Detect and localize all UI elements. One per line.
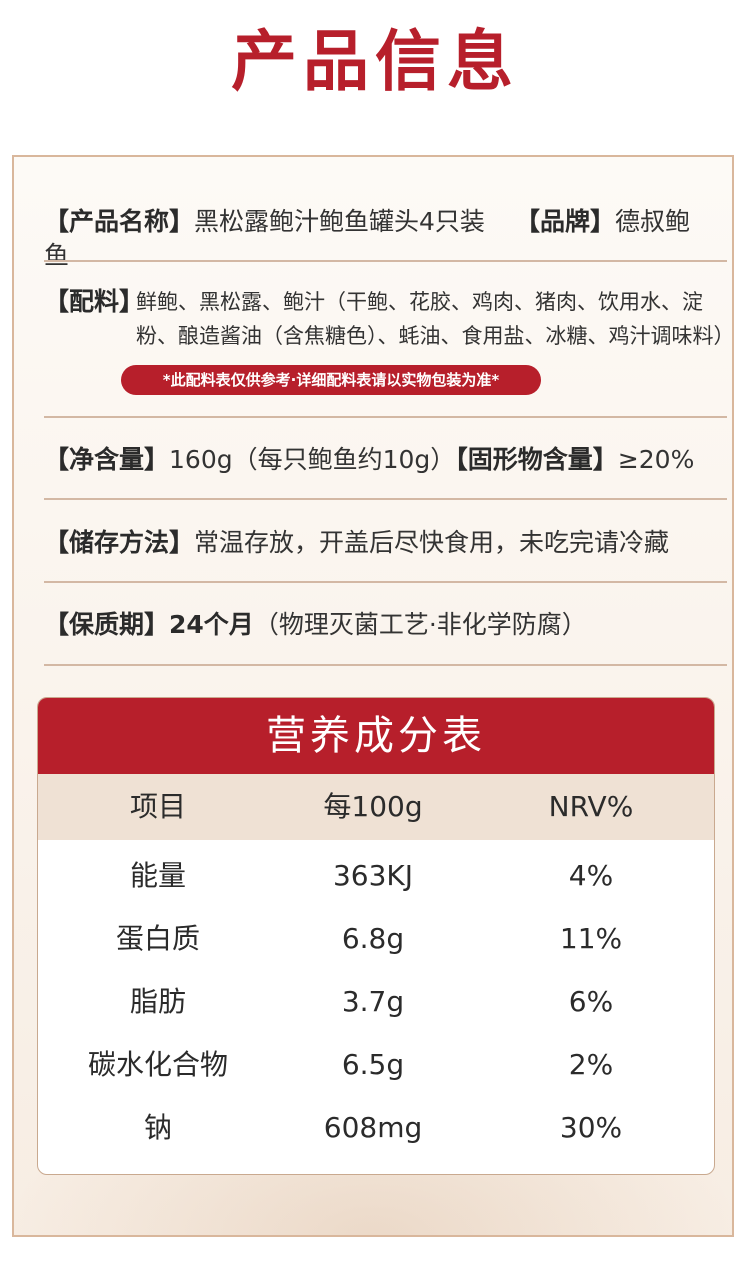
table-row: 钠 608mg 30% (38, 1096, 714, 1159)
solid-content-value: ≥20% (617, 445, 695, 474)
net-content-value: 160g（每只鲍鱼约10g） (169, 445, 456, 474)
page-title: 产品信息 (231, 23, 519, 100)
nutrient-name: 钠 (143, 1111, 172, 1144)
nutrient-name: 能量 (129, 859, 186, 892)
shelf-life-note: （物理灭菌工艺·非化学防腐） (253, 610, 587, 639)
ingredients-value: 鲜鲍、黑松露、鲍汁（干鲍、花胶、鸡肉、猪肉、饮用水、淀粉、酿造酱油（含焦糖色）、… (136, 290, 735, 348)
nutrition-table-header: 项目 每100g NRV% (38, 774, 714, 840)
column-header-nrv: NRV% (548, 790, 634, 823)
nutrient-nrv: 6% (568, 985, 614, 1018)
divider (44, 498, 727, 500)
net-content-label: 【净含量】 (44, 445, 170, 474)
nutrient-amount: 363KJ (332, 859, 414, 892)
shelf-life-duration: 24个月 (169, 610, 254, 639)
nutrient-nrv: 4% (568, 859, 614, 892)
column-header-item: 项目 (129, 790, 186, 823)
ingredients-label: 【配料】 (44, 287, 145, 316)
ingredients-notice-badge: *此配料表仅供参考·详细配料表请以实物包装为准* (121, 365, 541, 395)
storage-label: 【储存方法】 (44, 528, 195, 557)
net-content-row: 【净含量】160g（每只鲍鱼约10g）【固形物含量】≥20% (44, 443, 710, 477)
table-row: 能量 363KJ 4% (38, 844, 714, 907)
shelf-life-label: 【保质期】 (44, 610, 170, 639)
divider (44, 260, 727, 262)
divider (44, 581, 727, 583)
brand-value: 德叔鲍鱼 (44, 207, 690, 270)
divider (44, 664, 727, 666)
nutrient-nrv: 30% (559, 1111, 623, 1144)
nutrient-name: 蛋白质 (115, 922, 200, 955)
shelf-life-row: 【保质期】24个月（物理灭菌工艺·非化学防腐） (44, 608, 710, 642)
nutrient-amount: 3.7g (341, 985, 405, 1018)
table-row: 脂肪 3.7g 6% (38, 970, 714, 1033)
product-name-row: 【产品名称】黑松露鲍汁鲍鱼罐头4只装 【品牌】德叔鲍鱼 (44, 205, 710, 273)
solid-content-label: 【固形物含量】 (455, 445, 618, 474)
table-row: 碳水化合物 6.5g 2% (38, 1033, 714, 1096)
product-name-label: 【产品名称】 (44, 207, 195, 236)
nutrient-nrv: 11% (559, 922, 623, 955)
nutrition-table-title: 营养成分表 (38, 698, 714, 774)
nutrient-amount: 608mg (323, 1111, 423, 1144)
divider (44, 416, 727, 418)
nutrient-amount: 6.5g (341, 1048, 405, 1081)
product-name-value: 黑松露鲍汁鲍鱼罐头4只装 (194, 207, 485, 236)
storage-row: 【储存方法】常温存放，开盖后尽快食用，未吃完请冷藏 (44, 526, 710, 560)
storage-value: 常温存放，开盖后尽快食用，未吃完请冷藏 (194, 528, 670, 557)
nutrient-amount: 6.8g (341, 922, 405, 955)
nutrient-name: 碳水化合物 (87, 1048, 228, 1081)
nutrition-table: 营养成分表 项目 每100g NRV% 能量 363KJ 4% 蛋白质 6.8g… (37, 697, 715, 1175)
nutrient-nrv: 2% (568, 1048, 614, 1081)
brand-label: 【品牌】 (514, 207, 615, 236)
nutrient-name: 脂肪 (129, 985, 186, 1018)
column-header-per-100g: 每100g (323, 790, 423, 823)
product-info-panel: 【产品名称】黑松露鲍汁鲍鱼罐头4只装 【品牌】德叔鲍鱼 【配料】 鲜鲍、黑松露、鲍… (12, 155, 735, 1237)
table-row: 蛋白质 6.8g 11% (38, 907, 714, 970)
